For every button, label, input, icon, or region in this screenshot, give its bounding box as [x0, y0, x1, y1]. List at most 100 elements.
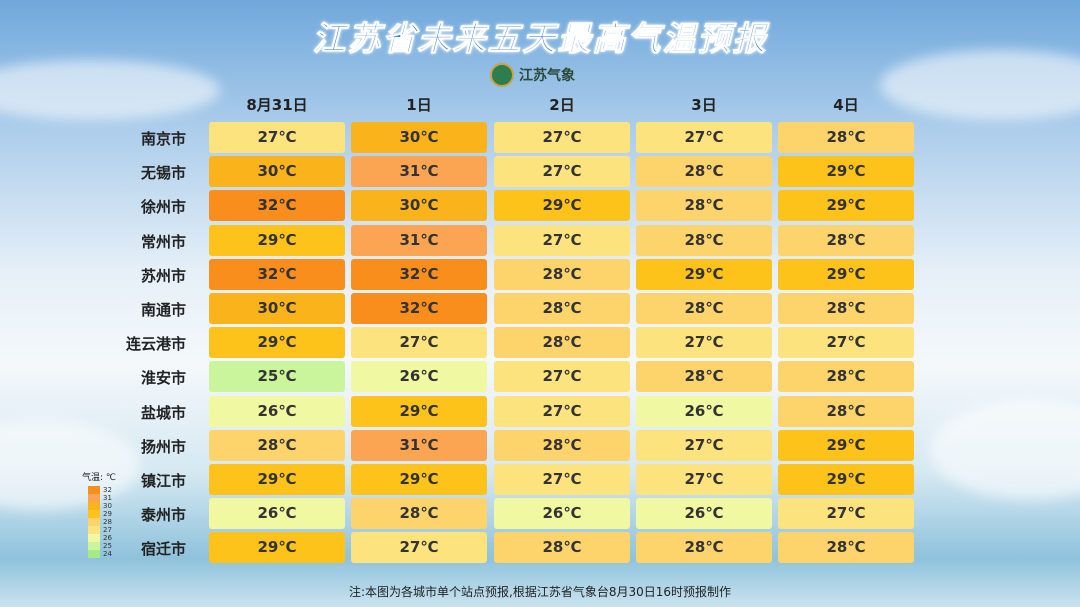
legend-label: 27 — [103, 526, 112, 534]
temp-cell: 31℃ — [351, 224, 487, 256]
temp-cell: 30℃ — [209, 156, 345, 188]
logo-icon — [490, 63, 514, 87]
temp-cell: 27℃ — [494, 395, 630, 427]
temp-cell: 28℃ — [778, 395, 914, 427]
temp-cell: 26℃ — [351, 361, 487, 393]
temp-cell: 28℃ — [636, 190, 772, 222]
row-header: 无锡市 — [140, 164, 186, 183]
temp-cell: 29℃ — [209, 532, 345, 564]
temp-cell: 27℃ — [636, 429, 772, 461]
temp-cell: 28℃ — [494, 327, 630, 359]
title: 江苏省未来五天最高气温预报 — [312, 19, 768, 59]
cloud — [0, 420, 140, 510]
temp-cell: 30℃ — [351, 122, 487, 153]
legend-label: 29 — [103, 510, 112, 518]
temp-cell: 30℃ — [351, 190, 487, 222]
temp-cell: 26℃ — [636, 395, 772, 427]
row-header: 连云港市 — [125, 335, 186, 354]
temp-cell: 28℃ — [778, 224, 914, 256]
column-header: 3日 — [691, 96, 717, 114]
legend-swatch — [88, 526, 100, 534]
legend-label: 30 — [103, 502, 112, 510]
temp-cell: 31℃ — [351, 429, 487, 461]
temp-cell: 25℃ — [209, 361, 345, 393]
temp-cell: 27℃ — [351, 327, 487, 359]
legend-swatch — [88, 550, 100, 558]
temp-cell: 29℃ — [351, 395, 487, 427]
temp-cell: 28℃ — [778, 532, 914, 564]
logo-text: 江苏气象 — [519, 68, 575, 84]
temp-cell: 27℃ — [636, 464, 772, 495]
temp-cell: 32℃ — [209, 258, 345, 290]
row-header: 徐州市 — [140, 198, 186, 217]
temp-cell: 28℃ — [494, 532, 630, 564]
legend-label: 28 — [103, 518, 112, 526]
row-header: 南京市 — [140, 130, 186, 148]
temp-cell: 28℃ — [494, 293, 630, 324]
cloud — [930, 400, 1080, 500]
temp-cell: 27℃ — [494, 361, 630, 393]
logo: 江苏气象 — [490, 62, 575, 88]
column-header: 8月31日 — [246, 96, 308, 114]
legend-swatch — [88, 486, 100, 494]
legend-label: 25 — [103, 542, 112, 550]
temp-cell: 32℃ — [351, 258, 487, 290]
temp-cell: 29℃ — [209, 224, 345, 256]
temp-cell: 30℃ — [209, 293, 345, 324]
temp-cell: 26℃ — [636, 498, 772, 530]
temp-cell: 27℃ — [494, 156, 630, 188]
legend-title: 气温: ℃ — [82, 473, 117, 483]
temp-cell: 27℃ — [494, 224, 630, 256]
temp-cell: 28℃ — [351, 498, 487, 530]
temp-cell: 26℃ — [209, 395, 345, 427]
footer: 注:本图为各城市单个站点预报,根据江苏省气象台8月30日16时预报制作 — [348, 585, 732, 599]
legend-label: 26 — [103, 534, 112, 542]
row-header: 宿迁市 — [140, 540, 186, 559]
legend-swatch — [88, 502, 100, 510]
column-header: 4日 — [833, 96, 859, 114]
row-header: 苏州市 — [140, 266, 186, 285]
temp-cell: 27℃ — [351, 532, 487, 564]
temp-cell: 28℃ — [636, 361, 772, 393]
temp-cell: 28℃ — [778, 361, 914, 393]
temp-cell: 29℃ — [494, 190, 630, 222]
row-header: 盐城市 — [140, 403, 186, 422]
temp-cell: 27℃ — [778, 498, 914, 530]
legend-swatch — [88, 510, 100, 518]
temp-cell: 29℃ — [209, 327, 345, 359]
temp-cell: 29℃ — [778, 464, 914, 495]
temp-cell: 26℃ — [209, 498, 345, 530]
column-header: 1日 — [406, 96, 432, 114]
legend-label: 31 — [103, 494, 112, 502]
temp-cell: 27℃ — [494, 464, 630, 495]
temp-cell: 29℃ — [636, 258, 772, 290]
legend-swatch — [88, 494, 100, 502]
temp-cell: 27℃ — [636, 122, 772, 153]
temp-cell: 32℃ — [351, 293, 487, 324]
temp-cell: 31℃ — [351, 156, 487, 188]
temp-cell: 28℃ — [778, 293, 914, 324]
temp-cell: 29℃ — [778, 190, 914, 222]
temp-cell: 27℃ — [636, 327, 772, 359]
temp-cell: 26℃ — [494, 498, 630, 530]
temp-cell: 29℃ — [778, 156, 914, 188]
temp-cell: 28℃ — [636, 293, 772, 324]
row-header: 镇江市 — [140, 472, 186, 490]
temp-cell: 28℃ — [778, 122, 914, 153]
temp-cell: 28℃ — [209, 429, 345, 461]
temp-cell: 28℃ — [494, 429, 630, 461]
temp-cell: 29℃ — [209, 464, 345, 495]
row-header: 常州市 — [140, 232, 186, 251]
temp-cell: 29℃ — [351, 464, 487, 495]
temp-cell: 29℃ — [778, 429, 914, 461]
cloud — [880, 50, 1080, 120]
cloud — [0, 60, 220, 120]
temp-cell: 28℃ — [636, 156, 772, 188]
temp-cell: 29℃ — [778, 258, 914, 290]
row-header: 泰州市 — [140, 506, 186, 525]
row-header: 淮安市 — [140, 369, 186, 388]
column-header: 2日 — [549, 96, 575, 114]
legend-label: 24 — [103, 550, 112, 558]
row-header: 南通市 — [140, 301, 186, 319]
